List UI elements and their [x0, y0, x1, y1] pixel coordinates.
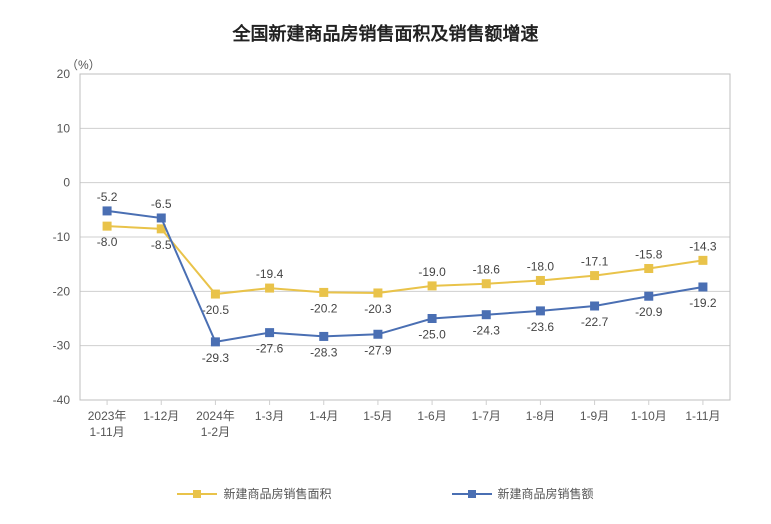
svg-text:1-4月: 1-4月 — [309, 409, 338, 423]
data-label: -20.3 — [364, 302, 392, 316]
data-label: -8.0 — [97, 235, 118, 249]
data-label: -24.3 — [473, 324, 501, 338]
svg-text:0: 0 — [63, 176, 70, 190]
svg-text:1-10月: 1-10月 — [631, 409, 667, 423]
svg-text:1-6月: 1-6月 — [417, 409, 446, 423]
svg-text:1-5月: 1-5月 — [363, 409, 392, 423]
svg-text:1-11月: 1-11月 — [685, 409, 720, 423]
data-label: -20.2 — [310, 301, 338, 315]
svg-text:1-2月: 1-2月 — [201, 425, 230, 439]
data-label: -27.6 — [256, 342, 284, 356]
chart-plot-area: 20 10 0 -10 -20 -30 -40 2023年 1-11月 1-12月 2024年 1-2… — [0, 0, 771, 524]
data-label: -19.4 — [256, 267, 284, 281]
data-label: -20.9 — [635, 305, 663, 319]
data-label: -28.3 — [310, 345, 338, 359]
data-label: -23.6 — [527, 320, 555, 334]
svg-text:2024年: 2024年 — [196, 409, 235, 423]
data-label: -25.0 — [418, 328, 446, 342]
data-label: -27.9 — [364, 343, 392, 357]
legend: 新建商品房销售面积 新建商品房销售额 — [0, 485, 771, 502]
data-label: -15.8 — [635, 248, 663, 262]
svg-text:1-12月: 1-12月 — [143, 409, 179, 423]
svg-text:1-3月: 1-3月 — [255, 409, 284, 423]
data-label: -20.5 — [202, 303, 230, 317]
data-label: -22.7 — [581, 315, 609, 329]
data-label: -18.0 — [527, 259, 555, 273]
svg-text:10: 10 — [57, 121, 71, 135]
legend-label: 新建商品房销售额 — [498, 485, 594, 502]
data-label: -6.5 — [151, 197, 172, 211]
svg-text:1-8月: 1-8月 — [526, 409, 555, 423]
svg-text:2023年: 2023年 — [88, 409, 127, 423]
svg-text:20: 20 — [57, 67, 71, 81]
svg-text:1-11月: 1-11月 — [90, 425, 125, 439]
svg-text:-20: -20 — [53, 284, 71, 298]
data-label: -19.0 — [418, 265, 446, 279]
data-label: -17.1 — [581, 255, 609, 269]
data-label: -29.3 — [202, 351, 230, 365]
legend-swatch — [452, 493, 492, 495]
svg-text:1-7月: 1-7月 — [472, 409, 501, 423]
data-label: -19.2 — [689, 296, 717, 310]
svg-text:-30: -30 — [53, 339, 71, 353]
data-label: -14.3 — [689, 239, 717, 253]
series-area — [103, 222, 707, 298]
svg-text:-10: -10 — [53, 230, 71, 244]
data-label: -5.2 — [97, 190, 118, 204]
chart-container: { "title": {"text": "全国新建商品房销售面积及销售额增速",… — [0, 0, 771, 524]
svg-text:1-9月: 1-9月 — [580, 409, 609, 423]
legend-label: 新建商品房销售面积 — [223, 485, 331, 502]
legend-item-sales: 新建商品房销售额 — [452, 485, 594, 502]
data-label: -8.5 — [151, 238, 172, 252]
data-label: -18.6 — [473, 263, 501, 277]
legend-item-area: 新建商品房销售面积 — [177, 485, 331, 502]
legend-swatch — [177, 493, 217, 495]
svg-text:-40: -40 — [53, 393, 71, 407]
series-sales — [103, 207, 707, 346]
